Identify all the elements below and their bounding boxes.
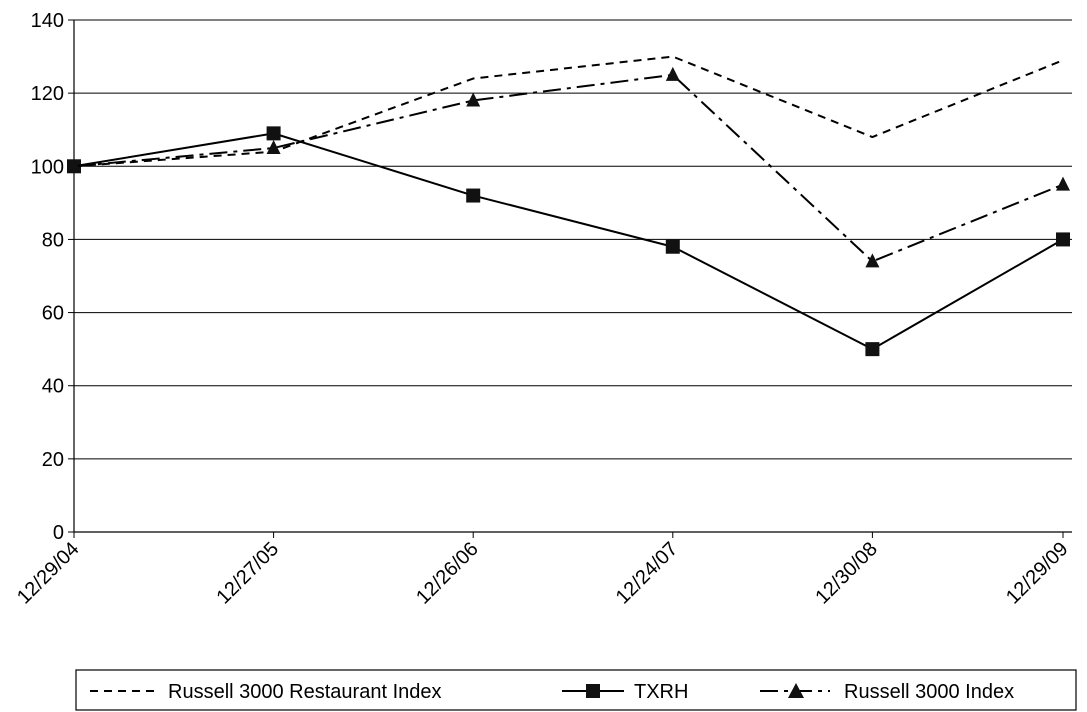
data-point-square bbox=[466, 188, 481, 203]
y-tick-label: 140 bbox=[31, 10, 64, 32]
x-tick-label: 12/27/05 bbox=[213, 538, 284, 609]
y-tick-label: 60 bbox=[42, 303, 64, 325]
data-point-triangle bbox=[1056, 176, 1070, 191]
data-point-triangle bbox=[67, 158, 81, 173]
series-line-2 bbox=[73, 73, 1064, 263]
series-lines bbox=[67, 55, 1070, 357]
y-tick-label: 100 bbox=[31, 156, 64, 178]
legend-label-russell3000: Russell 3000 Index bbox=[844, 681, 1014, 703]
legend: Russell 3000 Restaurant Index TXRH Russe… bbox=[75, 669, 1077, 711]
legend-item-russell3000: Russell 3000 Index bbox=[760, 681, 1014, 703]
series-line-1 bbox=[73, 132, 1064, 351]
axes bbox=[68, 19, 1072, 538]
data-point-triangle bbox=[466, 92, 481, 107]
data-point-triangle bbox=[865, 253, 880, 268]
x-tick-label: 12/30/08 bbox=[811, 538, 882, 609]
data-point-square bbox=[266, 126, 281, 141]
gridlines bbox=[74, 19, 1072, 460]
y-tick-label: 0 bbox=[53, 522, 64, 544]
legend-marker-russell3000 bbox=[788, 683, 804, 698]
legend-label-txrh: TXRH bbox=[634, 681, 688, 703]
legend-item-txrh: TXRH bbox=[562, 681, 688, 703]
legend-label-restaurant: Russell 3000 Restaurant Index bbox=[168, 681, 442, 703]
x-tick-label: 12/26/06 bbox=[412, 538, 483, 609]
data-point-square bbox=[865, 342, 880, 357]
legend-item-restaurant: Russell 3000 Restaurant Index bbox=[90, 681, 442, 703]
y-tick-label: 40 bbox=[42, 376, 64, 398]
x-axis-tick-labels: 12/29/04 12/27/05 12/26/06 12/24/07 12/30/08… bbox=[13, 538, 1073, 609]
y-tick-label: 80 bbox=[42, 229, 64, 251]
y-tick-label: 120 bbox=[31, 83, 64, 105]
data-point-triangle bbox=[266, 140, 281, 154]
x-tick-label: 12/29/04 bbox=[13, 538, 84, 609]
series-line-0 bbox=[73, 55, 1064, 168]
data-point-square bbox=[1056, 232, 1070, 247]
x-tick-label: 12/29/09 bbox=[1002, 538, 1073, 609]
x-tick-label: 12/24/07 bbox=[612, 538, 683, 609]
legend-marker-txrh bbox=[586, 684, 600, 698]
data-point-triangle bbox=[665, 66, 680, 81]
y-tick-label: 20 bbox=[42, 449, 64, 471]
y-axis-tick-labels: 0 20 40 60 80 100 120 140 bbox=[31, 10, 64, 544]
data-point-square bbox=[665, 239, 680, 254]
